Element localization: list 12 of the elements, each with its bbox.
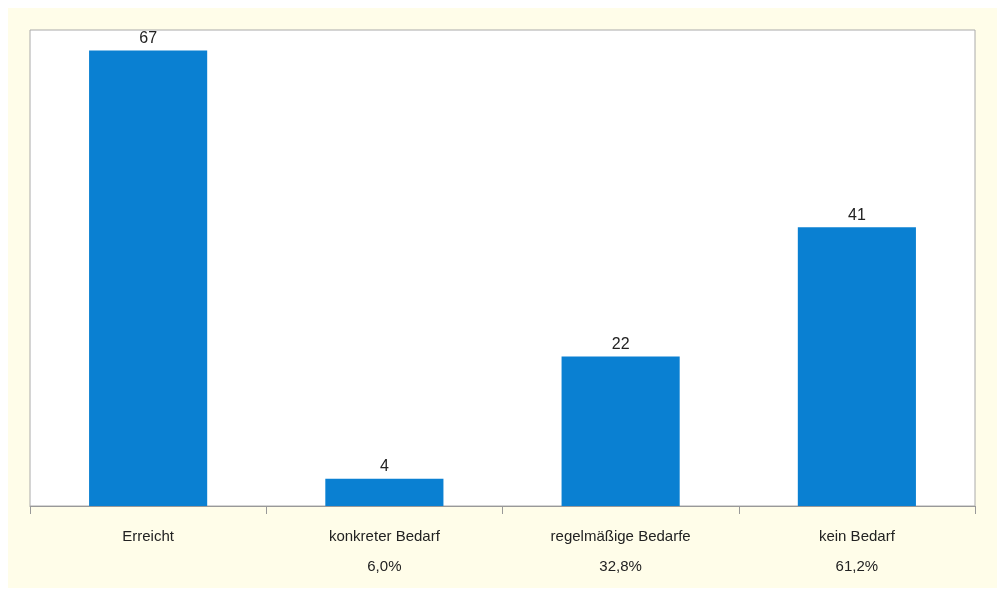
bar: [325, 478, 444, 506]
x-tick-label: kein Bedarf 61,2%: [818, 526, 896, 574]
x-tick-label: konkreter Bedarf 6,0%: [328, 526, 441, 574]
bar: [561, 356, 680, 506]
bar: [89, 50, 208, 506]
data-label: 67: [139, 28, 158, 46]
bar: [797, 227, 916, 506]
x-tick-label: regelmäßige Bedarfe 32,8%: [550, 526, 691, 574]
data-label: 41: [847, 205, 866, 223]
data-label: 22: [611, 334, 630, 352]
data-label: 4: [379, 457, 389, 475]
x-tick-label: Erreicht: [122, 526, 175, 544]
